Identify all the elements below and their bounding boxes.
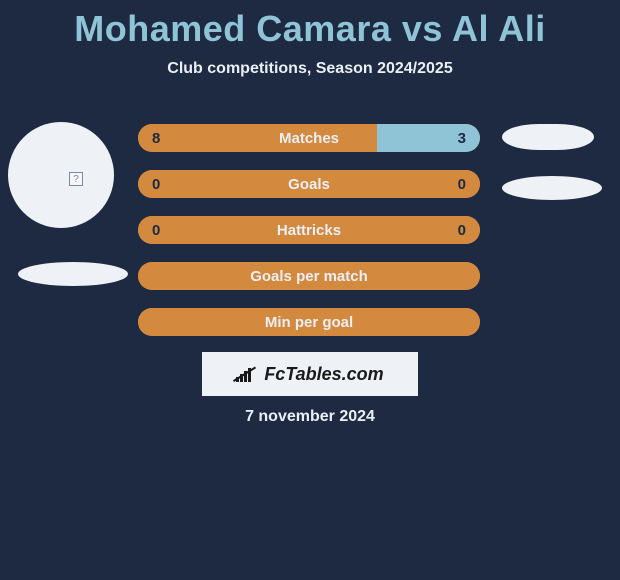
stat-bars: 8 Matches 3 0 Goals 0 0 Hattricks 0 Goal… bbox=[138, 124, 480, 354]
stat-label: Matches bbox=[138, 130, 480, 147]
stat-bar: 0 Goals 0 bbox=[138, 170, 480, 198]
avatar-circle: ? bbox=[8, 122, 114, 228]
stat-right-value: 3 bbox=[458, 130, 466, 147]
stat-label: Goals bbox=[138, 176, 480, 193]
missing-image-icon: ? bbox=[69, 172, 83, 186]
brand-chart-icon bbox=[236, 366, 258, 382]
stat-bar: Goals per match bbox=[138, 262, 480, 290]
brand-text: FcTables.com bbox=[264, 364, 383, 385]
stat-bar: 8 Matches 3 bbox=[138, 124, 480, 152]
brand-badge: FcTables.com bbox=[202, 352, 418, 396]
avatar-shadow bbox=[502, 176, 602, 200]
stat-right-value: 0 bbox=[458, 176, 466, 193]
player-right-avatar bbox=[502, 124, 602, 200]
player-left-avatar: ? bbox=[8, 122, 128, 286]
avatar-circle bbox=[502, 124, 594, 150]
page-title: Mohamed Camara vs Al Ali bbox=[0, 0, 620, 50]
stat-bar: Min per goal bbox=[138, 308, 480, 336]
page-subtitle: Club competitions, Season 2024/2025 bbox=[0, 60, 620, 78]
stat-bar: 0 Hattricks 0 bbox=[138, 216, 480, 244]
avatar-shadow bbox=[18, 262, 128, 286]
stat-right-value: 0 bbox=[458, 222, 466, 239]
snapshot-date: 7 november 2024 bbox=[0, 408, 620, 426]
stat-label: Min per goal bbox=[138, 314, 480, 331]
stat-label: Hattricks bbox=[138, 222, 480, 239]
stat-label: Goals per match bbox=[138, 268, 480, 285]
